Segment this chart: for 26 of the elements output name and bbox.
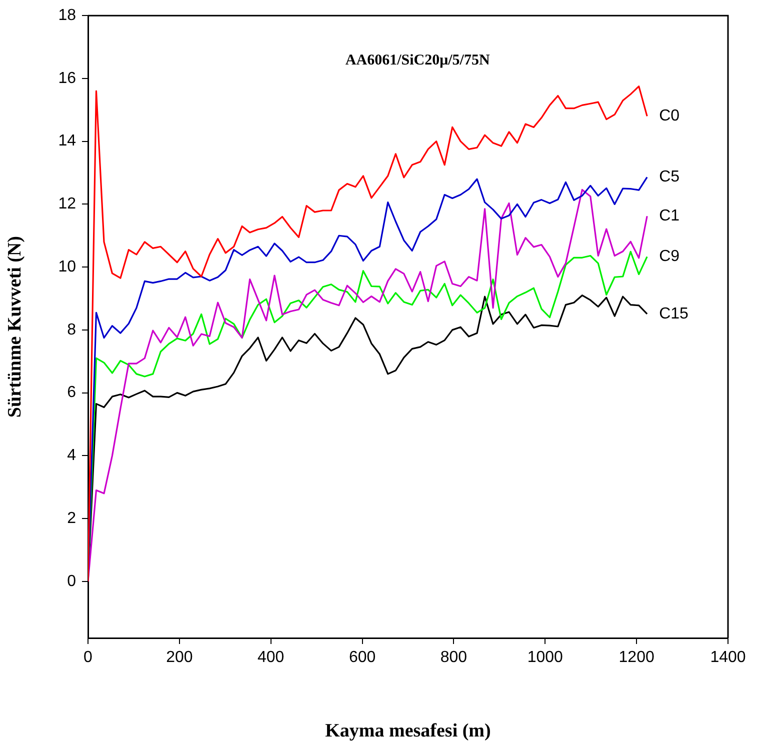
text: AA6061/SiC20μ/5/75N [345, 52, 490, 68]
x-tick-label: 0 [84, 649, 93, 666]
x-axis-title: Kayma mesafesi (m) [325, 720, 491, 742]
y-axis-title: Sürtünme Kuvveti (N) [4, 236, 26, 418]
y-tick-label: 0 [67, 572, 76, 590]
y-tick-label: 14 [58, 132, 76, 150]
x-tick-label: 600 [348, 649, 376, 666]
y-tick-label: 6 [67, 384, 76, 402]
x-tick-label: 1000 [527, 649, 564, 666]
series-label: C0 [659, 108, 680, 125]
series-label: C1 [659, 208, 680, 225]
x-tick-label: 800 [440, 649, 468, 666]
y-tick-label: 4 [67, 447, 76, 464]
series-label: C5 [659, 168, 680, 186]
x-tick-label: 1400 [710, 649, 746, 666]
x-tick-label: 200 [166, 649, 193, 666]
series-label: C15 [659, 305, 689, 322]
y-tick-label: 10 [58, 258, 76, 276]
y-tick-label: 16 [58, 70, 76, 87]
y-tick-label: 8 [67, 321, 76, 338]
x-tick-label: 400 [258, 649, 284, 666]
x-tick-label: 1200 [618, 649, 654, 666]
y-tick-label: 12 [58, 196, 76, 213]
y-tick-label: 18 [58, 7, 76, 24]
series-label: C9 [659, 248, 680, 266]
y-tick-label: 2 [67, 510, 76, 527]
